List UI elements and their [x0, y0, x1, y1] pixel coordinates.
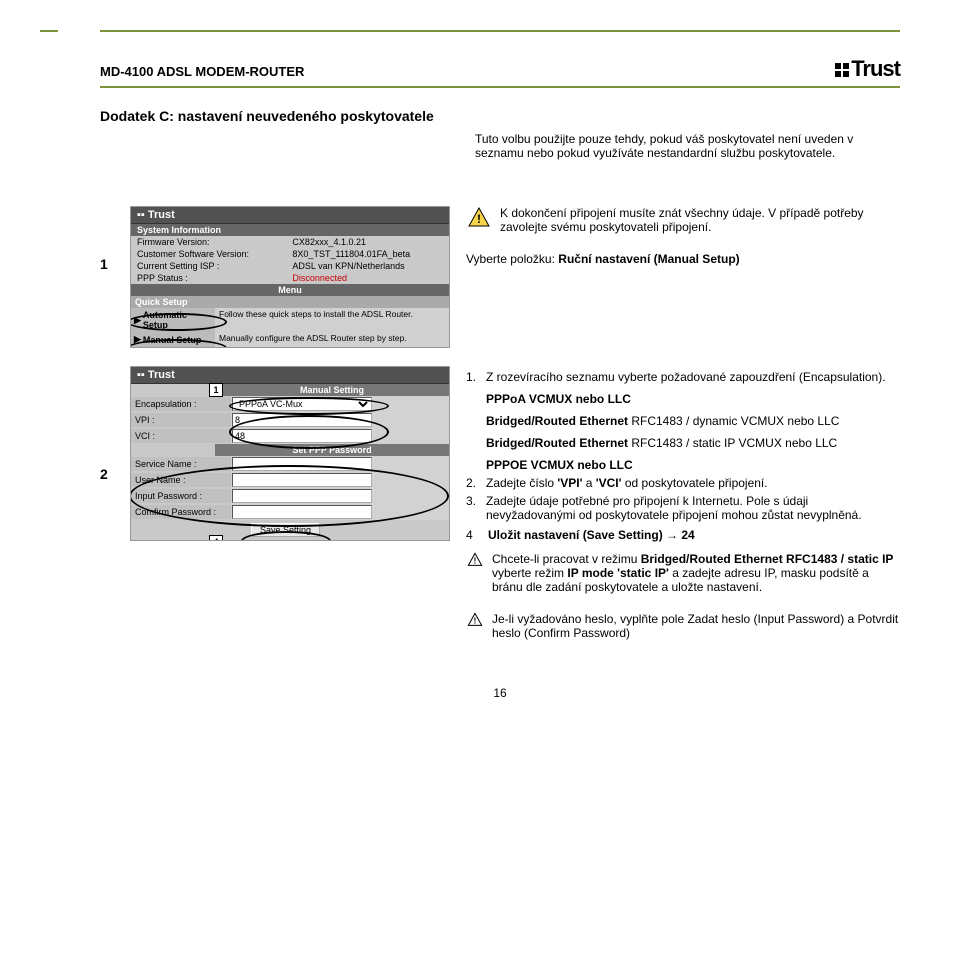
encapsulation-select[interactable]: PPPoA VC-Mux: [232, 397, 372, 411]
svg-text:!: !: [477, 212, 481, 226]
brand-logo: Trust: [835, 56, 900, 82]
warning-icon: !: [466, 552, 484, 568]
screenshot-sysinfo: ▪▪ Trust System Information Firmware Ver…: [130, 206, 450, 348]
sysinfo-bar: System Information: [131, 224, 449, 236]
manual-setting-bar: Manual Setting: [215, 384, 449, 396]
appendix-title: Dodatek C: nastavení neuvedeného poskyto…: [100, 108, 900, 124]
user-name-input[interactable]: [232, 473, 372, 487]
svg-text:!: !: [474, 556, 477, 565]
service-name-input[interactable]: [232, 457, 372, 471]
vpi-input[interactable]: [232, 413, 372, 427]
enc-opt-3: Bridged/Routed Ethernet RFC1483 / static…: [486, 436, 886, 450]
enc-opt-4: PPPOE VCMUX nebo LLC: [486, 458, 886, 472]
auto-setup-link[interactable]: Automatic Setup: [143, 310, 212, 330]
set-ppp-bar: Set PPP Password: [215, 444, 449, 456]
vci-input[interactable]: [232, 429, 372, 443]
intro-text: Tuto volbu použijte pouze tehdy, pokud v…: [463, 132, 900, 160]
quicksetup-bar: Quick Setup: [131, 296, 449, 308]
warning-icon: !: [466, 612, 484, 628]
row-number-2: 2: [100, 366, 118, 482]
manual-setup-link[interactable]: Manual Setup: [143, 335, 202, 345]
product-title: MD-4100 ADSL MODEM-ROUTER: [100, 64, 304, 79]
warn-text-1: K dokončení připojení musíte znát všechn…: [500, 206, 900, 234]
step3-text: Zadejte údaje potřebné pro připojení k I…: [486, 494, 900, 522]
menu-bar: Menu: [131, 284, 449, 296]
confirm-password-input[interactable]: [232, 505, 372, 519]
enc-opt-1: PPPoA VCMUX nebo LLC: [486, 392, 886, 406]
select-instruction: Vyberte položku: Ruční nastavení (Manual…: [466, 252, 900, 266]
note-1: Chcete-li pracovat v režimu Bridged/Rout…: [492, 552, 900, 594]
note-2: Je-li vyžadováno heslo, vyplňte pole Zad…: [492, 612, 900, 640]
save-setting-button[interactable]: Save Setting: [251, 523, 320, 537]
input-password-input[interactable]: [232, 489, 372, 503]
enc-opt-2: Bridged/Routed Ethernet RFC1483 / dynami…: [486, 414, 886, 428]
warning-icon: !: [466, 206, 492, 230]
page-number: 16: [100, 686, 900, 700]
screenshot-manual-setting: ▪▪ Trust Manual Setting Encapsulation : …: [130, 366, 450, 541]
save-line: 4 Uložit nastavení (Save Setting) → 24: [466, 528, 900, 542]
step2-text: Zadejte číslo 'VPI' a 'VCI' od poskytova…: [486, 476, 768, 490]
row-number-1: 1: [100, 206, 118, 272]
step1-text: Z rozevíracího seznamu vyberte požadovan…: [486, 370, 886, 384]
svg-text:!: !: [474, 616, 477, 625]
sysinfo-table: Firmware Version:CX82xxx_4.1.0.21 Custom…: [131, 236, 449, 284]
